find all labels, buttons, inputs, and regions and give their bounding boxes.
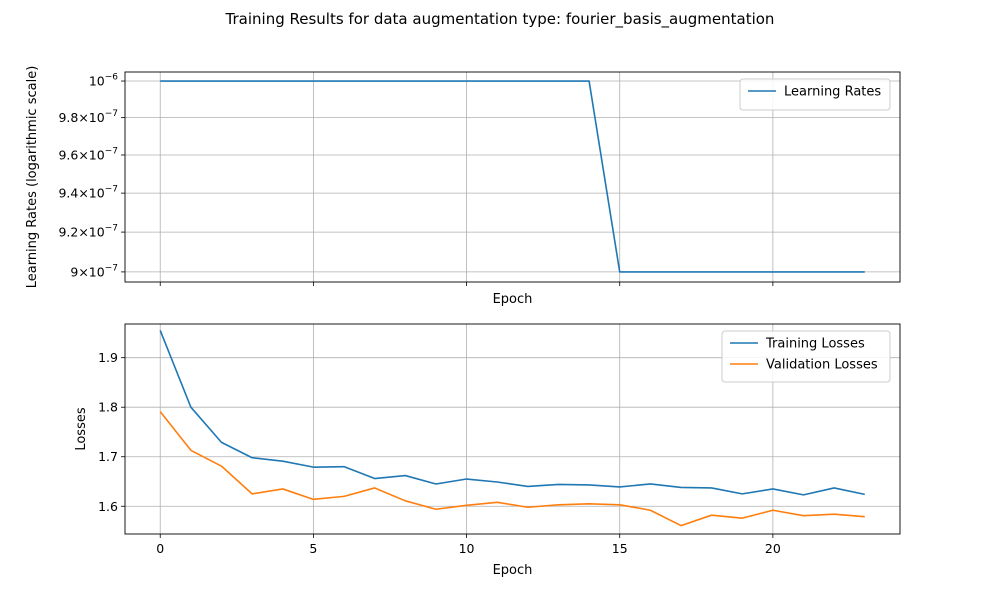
y-tick-label: 9×10−7	[70, 263, 118, 279]
x-tick-label: 0	[156, 541, 164, 556]
axes-frame	[124, 71, 901, 283]
figure-title: Training Results for data augmentation t…	[225, 10, 775, 29]
y-tick-label: 1.8	[98, 400, 118, 415]
legend-entry: Learning Rates	[784, 85, 881, 100]
legend-box	[739, 78, 891, 111]
y-axis-label: Losses	[74, 407, 89, 451]
y-tick-label: 1.7	[98, 449, 118, 464]
legend: Learning Rates	[739, 78, 891, 111]
y-tick-label: 1.9	[98, 350, 118, 365]
x-axis-label: Epoch	[493, 563, 533, 578]
losses-chart: 0 5 10 15 20 1.6 1.7 1.8 1.9 Epoch Losses Training …	[74, 323, 901, 578]
x-tick-label: 5	[309, 541, 317, 556]
y-tick-label: 10−6	[89, 73, 118, 89]
x-tick-label: 20	[765, 541, 781, 556]
series-line-2	[159, 411, 865, 527]
legend-box	[721, 330, 891, 383]
x-tick-label: 10	[459, 541, 475, 556]
y-tick-label: 9.4×10−7	[58, 185, 118, 201]
legend-entry: Validation Losses	[766, 358, 878, 373]
y-axis-label: Learning Rates (logarithmic scale)	[25, 66, 40, 289]
series-line-1	[159, 330, 865, 496]
learning-rate-chart: 9×10−7 9.2×10−7 9.4×10−7 9.6×10−7 9.8×10−7 10…	[25, 66, 901, 307]
y-tick-label: 9.2×10−7	[58, 224, 118, 240]
y-tick-label: 9.8×10−7	[58, 109, 118, 125]
axes-frame	[124, 323, 901, 535]
y-tick-label: 9.6×10−7	[58, 146, 118, 162]
legend: Training Losses Validation Losses	[721, 330, 891, 383]
series-line-1	[160, 80, 865, 273]
x-axis-label: Epoch	[493, 292, 533, 307]
y-tick-label: 1.6	[98, 499, 118, 514]
x-tick-label: 15	[612, 541, 628, 556]
legend-entry: Training Losses	[765, 337, 865, 352]
